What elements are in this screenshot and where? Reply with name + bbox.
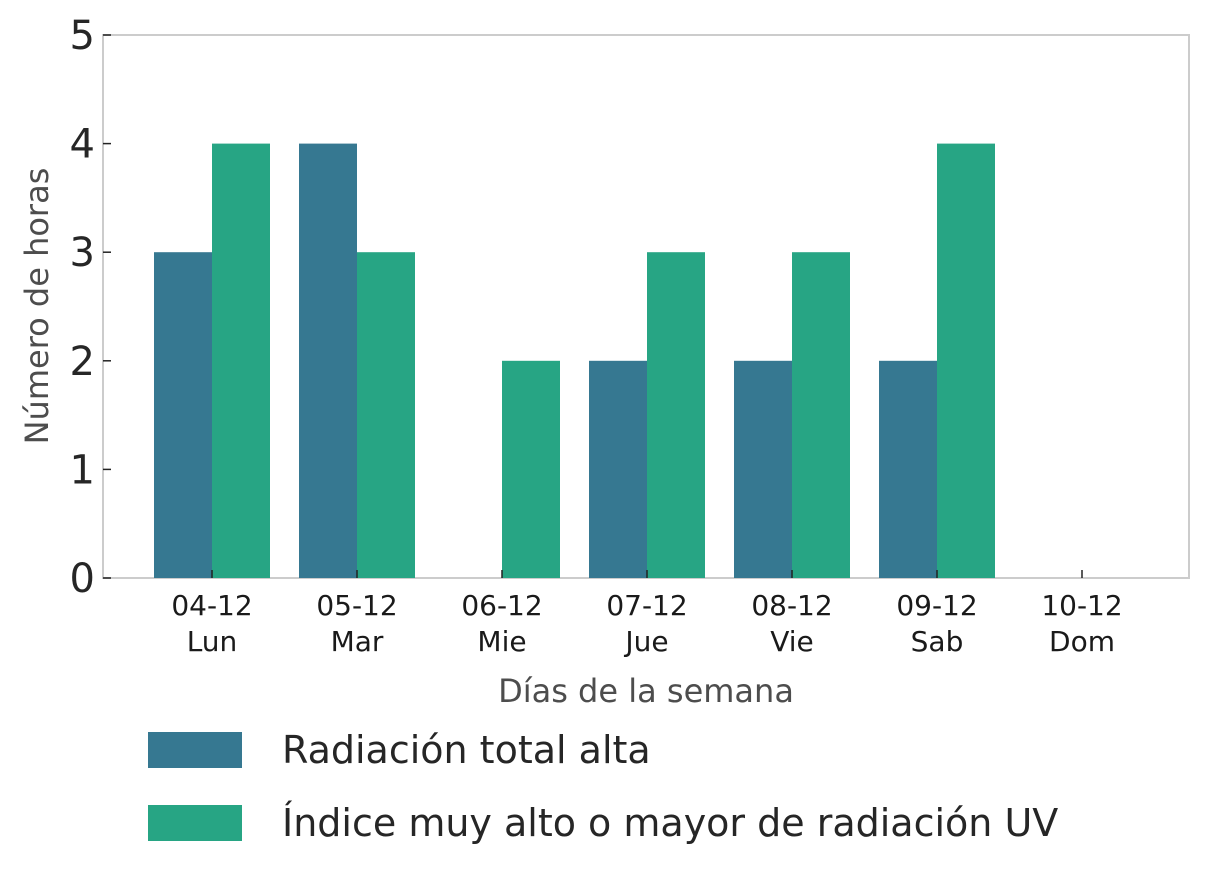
x-tick-label-day: Mar (331, 625, 384, 658)
y-tick-label: 4 (70, 122, 95, 168)
x-tick-label-day: Vie (770, 625, 814, 658)
legend-item-series-2: Índice muy alto o mayor de radiación UV (148, 795, 1058, 850)
x-tick-label-date: 08-12 (751, 589, 832, 622)
y-tick-label: 5 (70, 13, 95, 59)
bar-series-1-04-12 (154, 252, 212, 578)
bar-series-2-04-12 (212, 143, 270, 578)
y-tick-label: 0 (70, 556, 95, 602)
bar-series-2-09-12 (937, 143, 995, 578)
x-axis-title: Días de la semana (498, 672, 794, 710)
legend: Radiación total alta Índice muy alto o m… (148, 722, 1058, 868)
legend-swatch-series-1 (148, 731, 242, 768)
bar-series-1-05-12 (299, 143, 357, 578)
legend-label-series-2: Índice muy alto o mayor de radiación UV (282, 800, 1059, 845)
x-tick-label-day: Dom (1049, 625, 1115, 658)
x-tick-label-date: 09-12 (896, 589, 977, 622)
x-tick-label-date: 07-12 (606, 589, 687, 622)
y-tick-label: 2 (70, 339, 95, 385)
legend-label-series-1: Radiación total alta (282, 727, 651, 772)
bar-series-1-07-12 (589, 360, 647, 578)
bar-series-2-08-12 (792, 252, 850, 578)
x-tick-label-date: 04-12 (171, 589, 252, 622)
bar-series-1-09-12 (879, 360, 937, 578)
x-tick-label-date: 05-12 (316, 589, 397, 622)
bar-series-1-08-12 (734, 360, 792, 578)
x-tick-label-day: Mie (477, 625, 526, 658)
bar-series-2-06-12 (502, 360, 560, 578)
legend-item-series-1: Radiación total alta (148, 722, 1058, 777)
y-tick-label: 1 (70, 447, 95, 493)
legend-swatch-series-2 (148, 804, 242, 841)
x-tick-label-day: Jue (623, 625, 668, 658)
bar-series-2-05-12 (357, 252, 415, 578)
x-tick-label-day: Lun (187, 625, 238, 658)
x-tick-label-day: Sab (911, 625, 964, 658)
y-axis-title: Número de horas (18, 168, 56, 445)
x-tick-label-date: 06-12 (461, 589, 542, 622)
y-tick-label: 3 (70, 230, 95, 276)
bar-series-2-07-12 (647, 252, 705, 578)
x-tick-label-date: 10-12 (1041, 589, 1122, 622)
